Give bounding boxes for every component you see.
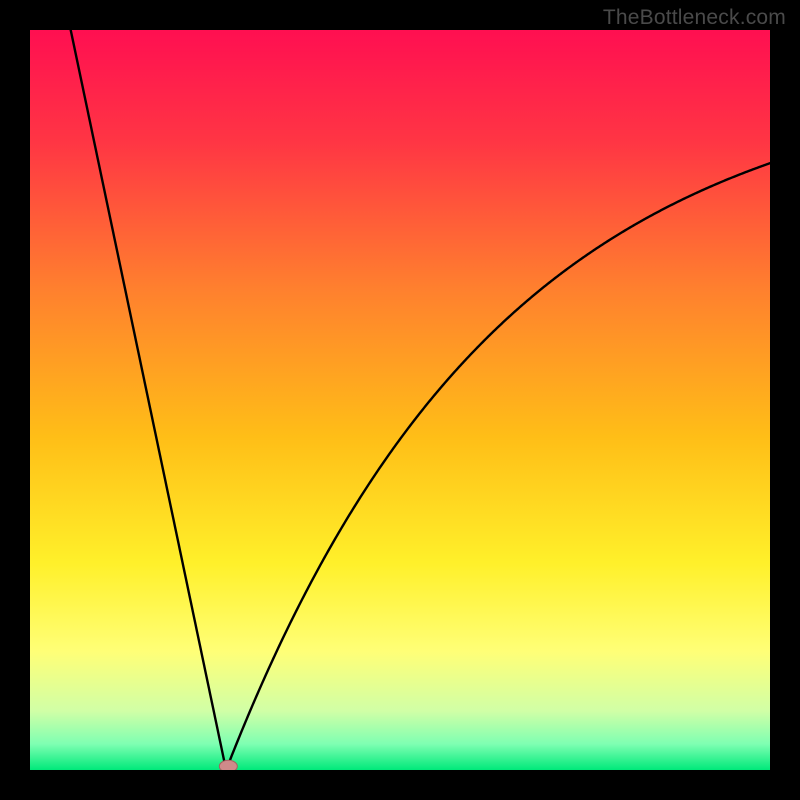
chart-background (30, 30, 770, 770)
bottleneck-chart (0, 0, 800, 800)
chart-container: TheBottleneck.com (0, 0, 800, 800)
watermark-text: TheBottleneck.com (603, 6, 786, 30)
